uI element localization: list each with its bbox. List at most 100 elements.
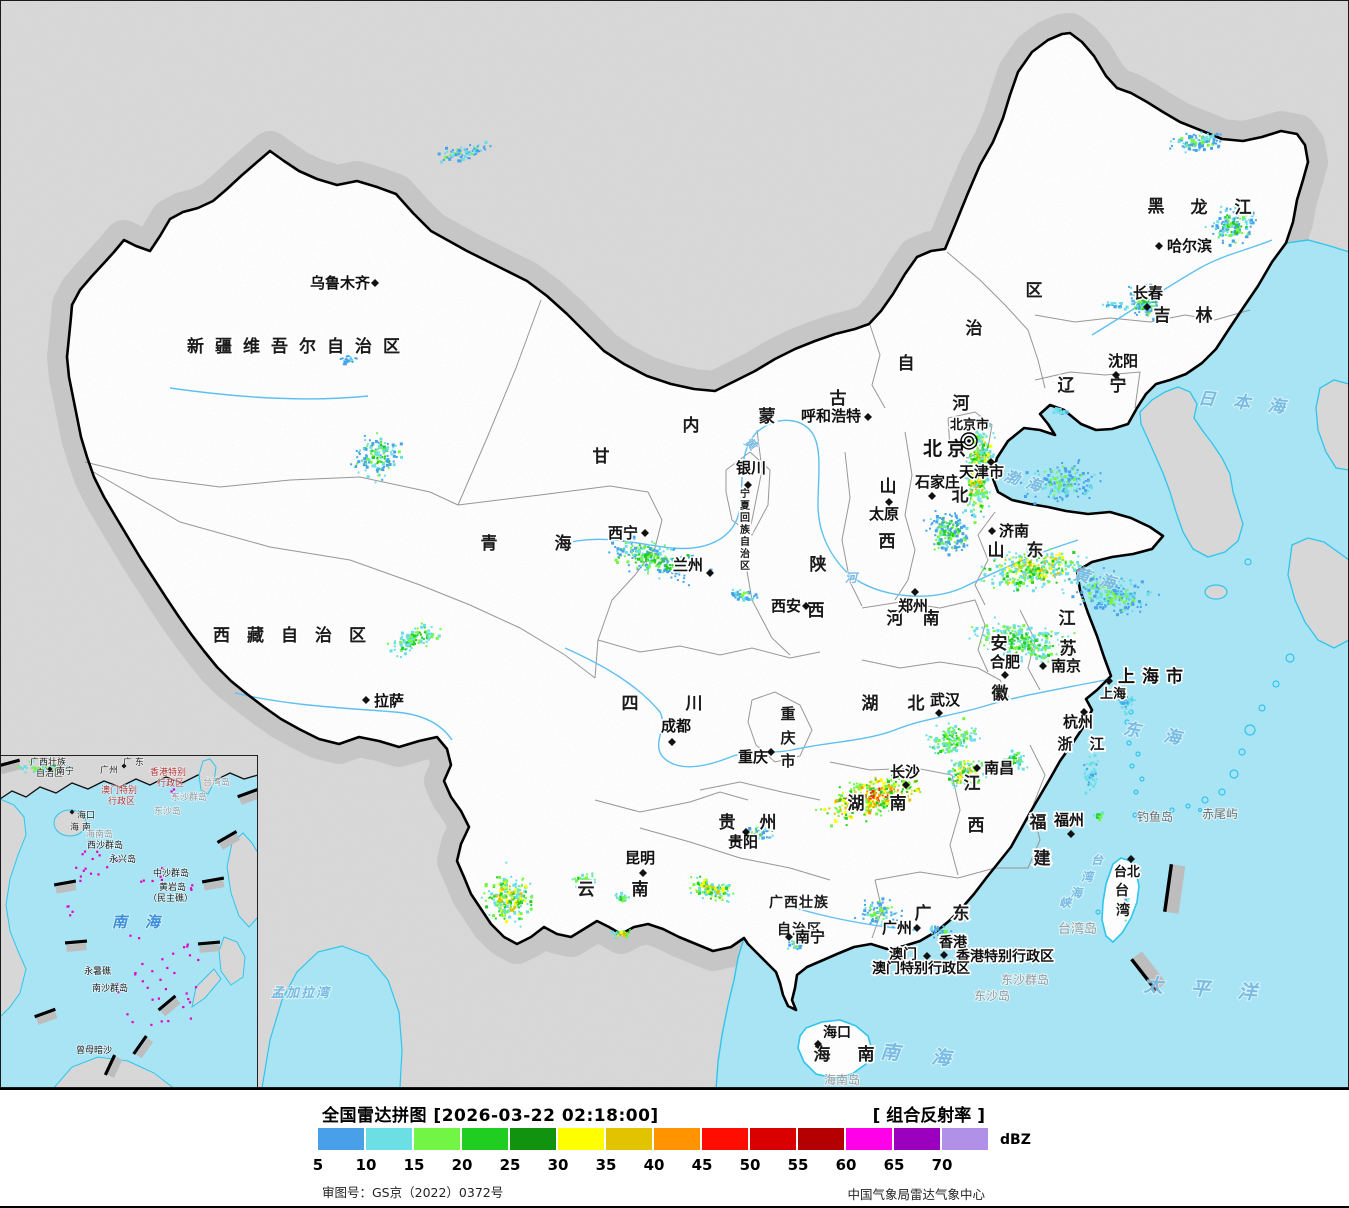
small-island — [1126, 740, 1132, 746]
inset-dash-segment — [201, 876, 225, 891]
province-boundary — [747, 691, 813, 763]
reflectivity-colorbar — [318, 1128, 990, 1150]
colorbar-cell-30 — [558, 1128, 604, 1150]
province-label: 西 — [968, 816, 985, 836]
city-label: 呼和浩特 — [801, 407, 861, 425]
inset-dash-segment — [132, 1035, 154, 1059]
radar-echo-cluster — [610, 929, 631, 940]
city-label: 澳门 — [889, 946, 917, 963]
province-label: 甘 — [593, 446, 610, 467]
province-boundary — [1034, 309, 1251, 323]
city-label: 南京 — [1051, 657, 1081, 675]
sea-label: 海 — [1070, 886, 1084, 900]
city-marker — [987, 458, 995, 466]
radar-echo-layer — [339, 129, 1257, 951]
city-label: 合肥 — [989, 653, 1020, 671]
province-label: 江 — [1089, 735, 1104, 753]
province-boundary — [457, 485, 649, 506]
radar-echo-cluster — [980, 547, 1093, 593]
small-island — [1272, 680, 1280, 688]
korea-peninsula — [1139, 386, 1244, 558]
colorbar-tick: 15 — [403, 1156, 425, 1174]
province-label: 西 — [808, 601, 825, 621]
province-label: 宁 — [740, 487, 750, 500]
radar-echo-cluster — [480, 861, 534, 928]
colorbar-cell-55 — [798, 1128, 844, 1150]
province-label: 区 — [740, 560, 750, 572]
river — [794, 907, 916, 931]
city-label: 天津市 — [959, 463, 1004, 481]
radar-echo-cluster — [1092, 811, 1104, 822]
inset-label: 行政区 — [108, 795, 135, 807]
inset-dash-segment — [0, 758, 21, 775]
province-boundary — [874, 867, 1028, 881]
small-island — [1139, 776, 1145, 782]
city-marker — [706, 569, 714, 577]
inset-city-marker — [47, 766, 53, 772]
province-label: 湖 — [862, 694, 879, 714]
sea-label: 峡 — [1059, 896, 1073, 910]
boundary-dash-segment — [1130, 951, 1167, 992]
city-marker — [1039, 662, 1047, 670]
map-label-layer: 新疆维吾尔自治区西藏自治区青 海甘内 蒙古自治区黑龙江吉 林辽 宁河北山西山东河南江苏安… — [185, 195, 1305, 1088]
province-label: 山 — [988, 541, 1005, 561]
china-radar-map: 新疆维吾尔自治区 西藏自治区青海甘内蒙古自治区黑龙江吉林辽宁河北山西山东河南江苏安… — [0, 0, 1349, 1090]
province-label: 东 — [953, 903, 970, 924]
city-label: 沈阳 — [1108, 352, 1138, 370]
province-label: 自 — [740, 535, 750, 548]
city-marker — [785, 933, 793, 941]
province-boundary — [829, 761, 961, 876]
small-island — [1133, 728, 1139, 734]
city-marker — [973, 764, 981, 772]
island-label: 东沙群岛 — [1001, 972, 1049, 987]
hainan-island — [797, 1019, 873, 1079]
province-label: 自 — [898, 353, 915, 374]
city-label: 海口 — [823, 1024, 851, 1041]
city-label: 北京 — [923, 437, 971, 460]
province-label: 治 — [966, 318, 983, 339]
colorbar-tick: 25 — [499, 1156, 521, 1174]
inset-label: 永暑礁 — [84, 965, 111, 977]
inset-island-cluster — [140, 867, 164, 883]
small-island — [1197, 807, 1203, 813]
province-boundary — [639, 827, 831, 881]
legend-panel: 全国雷达拼图 [2026-03-22 02:18:00] [ 组合反射率 ] d… — [0, 1090, 1349, 1206]
radar-echo-cluster — [1128, 283, 1162, 321]
inset-label: 海南岛 — [86, 828, 113, 840]
small-island — [1244, 724, 1256, 736]
city-marker — [885, 498, 893, 506]
province-label: 浙 — [1057, 735, 1072, 753]
inset-philippines — [218, 936, 246, 986]
inset-dash-segment — [53, 879, 77, 894]
province-label: 南 — [890, 793, 907, 814]
province-label: 林 — [1196, 305, 1213, 326]
inset-label: 曾母暗沙 — [76, 1044, 112, 1056]
river — [169, 387, 369, 400]
city-marker — [1127, 855, 1135, 863]
radar-echo-cluster — [1052, 407, 1069, 415]
city-marker — [802, 602, 810, 610]
city-label: 南宁 — [795, 928, 825, 946]
province-label: 湾 — [1116, 902, 1130, 919]
inset-label: 行政区 — [157, 777, 184, 789]
colorbar-cell-70 — [942, 1128, 988, 1150]
province-boundary — [457, 299, 542, 506]
radar-echo-cluster — [1002, 749, 1029, 771]
inset-hainan — [53, 809, 87, 837]
colorbar-cell-40 — [654, 1128, 700, 1150]
province-boundary — [946, 251, 1046, 389]
china-national-border — [65, 31, 1310, 1012]
city-label: 福州 — [1053, 811, 1084, 829]
boundary-dash-segment — [1163, 864, 1186, 914]
province-label: 自治区 — [777, 921, 822, 938]
province-label: 北 — [908, 694, 925, 714]
city-marker — [1067, 830, 1075, 838]
radar-echo-cluster — [1169, 129, 1222, 154]
city-marker — [864, 413, 872, 421]
city-label: 上海市 — [1118, 666, 1190, 687]
city-marker — [1001, 671, 1009, 679]
inset-label: 东沙岛 — [154, 805, 181, 817]
island-label: 海南岛 — [824, 1072, 860, 1087]
